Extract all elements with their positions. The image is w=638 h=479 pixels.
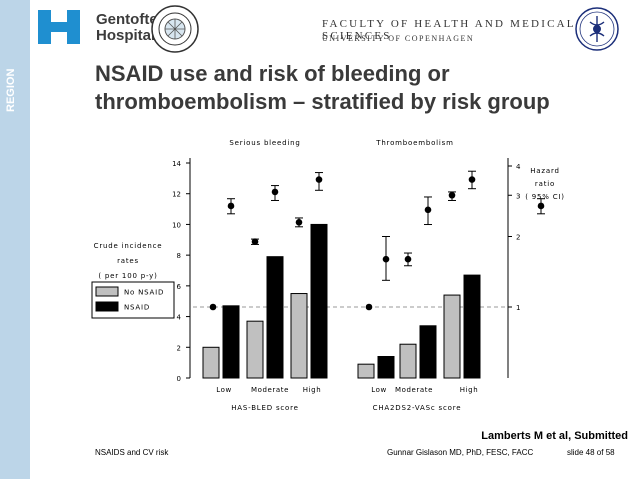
legend-swatch [95,301,119,312]
panel-title: Thromboembolism [375,139,453,147]
left-tick-label: 2 [177,344,181,352]
hazard-ratio-points [209,170,476,311]
left-y-axis: 0 2 4 6 8 10 12 14 Crude incidence rates ( per 100… [94,158,191,383]
panel-xlabel: CHA2DS2-VASc score [373,404,462,412]
hr-point [209,303,217,311]
region-sidebar: REGION [0,0,30,479]
left-axis-label: ( per 100 p-y) [98,272,157,280]
hr-point [404,255,412,263]
hr-point [315,176,323,183]
slide-title-line2: thromboembolism – stratified by risk gro… [95,89,550,114]
hospital-logo-icon [38,10,80,44]
hr-legend-point [537,202,545,210]
left-tick-label: 8 [177,252,181,260]
bar-no-nsaid [443,294,461,379]
legend-label: NSAID [124,304,150,312]
hr-point [295,218,303,226]
category-label: Low [216,386,232,394]
hr-point [271,188,279,196]
hospital-name-line2: Hospital [96,27,156,44]
left-axis-label: rates [117,257,139,265]
legend-swatch [95,286,119,297]
left-axis-label: Crude incidence [94,242,163,250]
slide-title: NSAID use and risk of bleeding or thromb… [95,60,550,116]
bar-nsaid [419,325,437,379]
bars [202,223,481,379]
hr-point [424,206,432,214]
hr-point [448,191,456,199]
category-label: High [303,386,322,394]
footer-topic: NSAIDS and CV risk [95,448,169,457]
hr-point [382,255,390,263]
bar-no-nsaid [202,346,220,379]
slide-number: slide 48 of 58 [567,448,615,457]
right-axis-label: ( 95% CI) [525,193,565,201]
right-axis-label: ratio [535,180,555,188]
region-label: REGION [5,68,17,112]
footer-author: Gunnar Gislason MD, PhD, FESC, FACC [387,448,534,457]
excellence-seal-icon [151,5,199,53]
panel-title: Serious bleeding [229,139,300,147]
bar-no-nsaid [246,320,264,379]
slide-title-line1: NSAID use and risk of bleeding or [95,61,450,86]
right-y-axis: 1 2 3 4 Hazard ratio ( 95% CI) [507,158,565,378]
hospital-name-line1: Gentofte [96,11,158,28]
bar-no-nsaid [357,363,375,379]
hospital-name: Gentofte Hospital [96,12,158,44]
right-tick-label: 2 [516,234,520,242]
left-tick-label: 12 [172,191,181,199]
faculty-name: FACULTY OF HEALTH AND MEDICAL SCIENCES [322,18,576,42]
bar-no-nsaid [290,293,308,379]
panel-xlabel: HAS-BLED score [231,404,299,412]
bar-nsaid [463,274,481,379]
bar-no-nsaid [399,343,417,379]
category-label: Moderate [251,386,289,394]
chart-legend: No NSAID NSAID [91,281,175,319]
left-tick-label: 4 [177,314,182,322]
right-tick-label: 3 [516,192,520,200]
bar-nsaid [310,223,328,379]
right-tick-label: 4 [516,163,521,171]
bar-nsaid [266,256,284,379]
hr-point [227,202,235,210]
hr-point [251,238,259,246]
bar-nsaid [377,356,395,379]
right-tick-label: 1 [516,304,520,312]
left-tick-label: 10 [172,221,181,229]
left-tick-label: 6 [177,283,182,291]
citation: Lamberts M et al, Submitted [481,430,628,442]
category-label: Low [371,386,387,394]
legend-label: No NSAID [124,289,164,297]
right-axis-label: Hazard [530,167,560,175]
university-name: UNIVERSITY OF COPENHAGEN [322,34,475,43]
hr-point [468,176,476,183]
category-label: High [460,386,479,394]
hr-point [365,303,373,311]
category-label: Moderate [395,386,433,394]
left-tick-label: 14 [172,160,181,168]
bar-nsaid [222,305,240,379]
left-tick-label: 0 [177,375,181,383]
chart-labels: Serious bleeding HAS-BLED score Low Moderat… [216,139,479,412]
university-seal-icon [575,7,619,51]
